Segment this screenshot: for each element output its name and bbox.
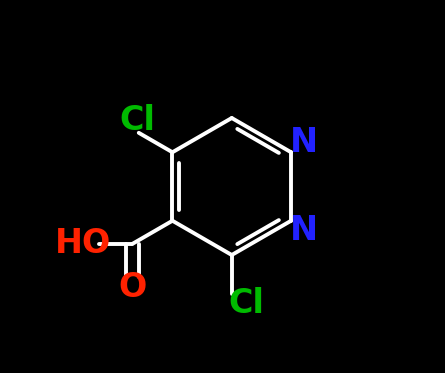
Text: Cl: Cl — [229, 286, 264, 320]
Text: N: N — [290, 126, 318, 160]
Text: HO: HO — [55, 228, 112, 260]
Text: N: N — [290, 213, 318, 247]
Text: O: O — [118, 271, 146, 304]
Text: Cl: Cl — [119, 104, 155, 138]
